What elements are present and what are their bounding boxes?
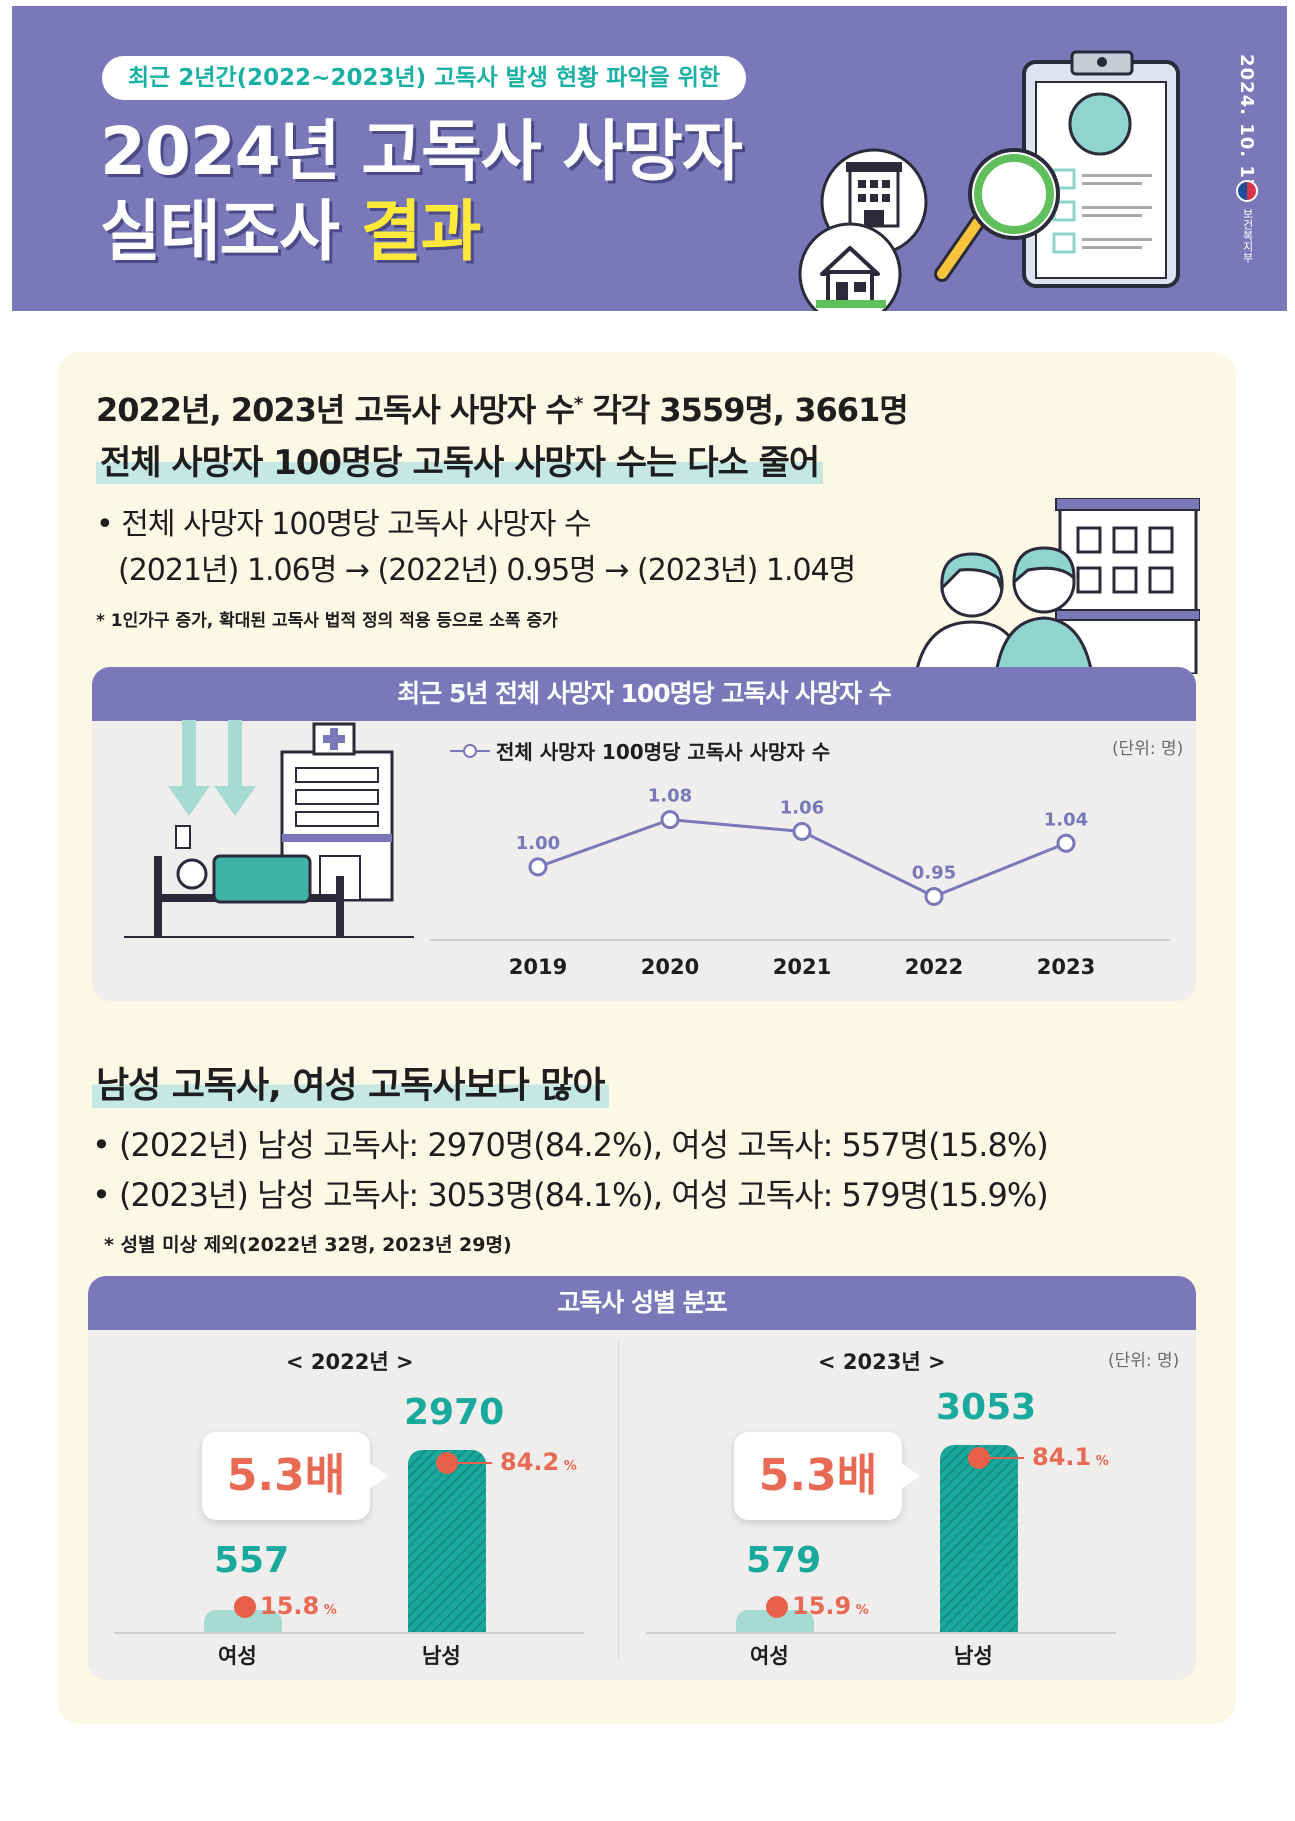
data-point [792,821,812,841]
percent-value: 84.1 [1032,1442,1092,1471]
x-tick-label: 2020 [641,955,699,979]
data-point [1056,833,1076,853]
value-label-male: 3053 [936,1386,1037,1428]
section-b-bullets: • (2022년) 남성 고독사: 2970명(84.2%), 여성 고독사: … [92,1120,1092,1220]
bar-male [408,1449,486,1632]
percent-label-male: 84.1 % [1032,1443,1109,1471]
value-label-female: 557 [214,1540,290,1581]
percent-value: 15.8 [260,1592,320,1620]
percent-unit: % [319,1603,337,1618]
percent-dot-male [436,1451,458,1474]
percent-label-male: 84.2 % [500,1448,577,1476]
x-label-female: 여성 [218,1644,257,1668]
x-tick-label: 2021 [773,955,831,979]
percent-unit: % [851,1603,869,1618]
hospital-illustration [124,720,414,938]
line-chart: 1.00 2019 1.08 2020 1.06 2021 0.95 2022 1.04 2023 [430,786,1170,979]
section-a-line1-tail: 각각 3559명, 3661명 [582,391,908,429]
header-banner: 최근 2년간(2022~2023년) 고독사 발생 현황 파악을 위한 2024… [12,6,1287,311]
percent-dot-female [766,1596,788,1618]
data-label: 1.06 [780,797,824,818]
section-overall-ratio: 2022년, 2023년 고독사 사망자 수* 각각 3559명, 3661명 … [96,385,976,631]
chart1-title: 최근 5년 전체 사망자 100명당 고독사 사망자 수 [92,667,1196,721]
section-b-headline: 남성 고독사, 여성 고독사보다 많아 [92,1056,609,1108]
percent-dot-male [968,1446,990,1469]
people-illustration [914,498,1200,674]
percent-value: 15.9 [792,1592,852,1620]
ministry-logo: 보건복지부 [1236,180,1258,263]
bullet-2022: • (2022년) 남성 고독사: 2970명(84.2%), 여성 고독사: … [92,1126,1049,1164]
house-icon [798,222,902,311]
chart2-unit: (단위: 명) [1108,1351,1180,1371]
x-tick-label: 2022 [905,955,963,979]
percent-value: 84.2 [500,1447,560,1476]
ratio-bubble: 5.3배 [734,1432,920,1520]
section-a-bullet: • 전체 사망자 100명당 고독사 사망자 수 (2021년) 1.06명 →… [96,502,976,594]
year-label: < 2023년 > [818,1350,946,1374]
hospital-bed-icon [154,825,344,938]
data-point [924,886,944,906]
data-label: 1.04 [1044,809,1088,830]
bar-female [736,1610,814,1632]
chart-baseline [114,1632,584,1634]
panel-divider [618,1340,619,1660]
value-label-female: 579 [746,1540,822,1581]
percent-label-female: 15.8 % [260,1592,337,1620]
percent-label-female: 15.9 % [792,1592,869,1620]
section-a-line1-text: 2022년, 2023년 고독사 사망자 수 [96,391,575,429]
percent-leader-line [458,1461,492,1464]
data-label: 0.95 [912,862,956,883]
value-label-male: 2970 [404,1391,505,1433]
data-point [660,810,680,830]
legend-label: 전체 사망자 100명당 고독사 사망자 수 [496,740,831,764]
section-a-line1: 2022년, 2023년 고독사 사망자 수* 각각 3559명, 3661명 [96,385,976,429]
clipboard-icon [1022,50,1180,288]
bullet-2023: • (2023년) 남성 고독사: 3053명(84.1%), 여성 고독사: … [92,1176,1049,1214]
x-label-female: 여성 [750,1644,789,1668]
bullet-label: • 전체 사망자 100명당 고독사 사망자 수 [96,507,592,542]
section-gender: 남성 고독사, 여성 고독사보다 많아 • (2022년) 남성 고독사: 29… [92,1056,1092,1257]
title-line2-plain: 실태조사 [100,193,361,270]
chart-baseline [646,1632,1116,1634]
bar-female [204,1610,282,1632]
percent-leader-line [990,1456,1024,1459]
bullet-values: (2021년) 1.06명 → (2022년) 0.95명 → (2023년) … [118,553,856,588]
year-label: < 2022년 > [286,1350,414,1374]
chart2-title: 고독사 성별 분포 [88,1276,1196,1330]
data-label: 1.00 [516,833,560,854]
x-tick-label: 2019 [509,955,567,979]
percent-unit: % [559,1458,577,1474]
percent-unit: % [1091,1453,1109,1469]
chart-box-ratio: 최근 5년 전체 사망자 100명당 고독사 사망자 수 [92,667,1196,1001]
bar-male [940,1444,1018,1632]
woman-icon [914,552,1018,674]
header-illustration [798,50,1180,311]
publication-date: 2024. 10. 17. [1236,54,1257,201]
data-point [528,857,548,877]
legend-marker-icon [450,743,490,759]
x-tick-label: 2023 [1037,955,1095,979]
ministry-name: 보건복지부 [1241,208,1254,263]
page-title: 2024년 고독사 사망자 실태조사 결과 [100,112,743,272]
chart1-legend: 전체 사망자 100명당 고독사 사망자 수 [450,736,830,765]
title-line1: 2024년 고독사 사망자 [100,113,743,190]
section-a-footnote: * 1인가구 증가, 확대된 고독사 법적 정의 적용 등으로 소폭 증가 [96,611,558,631]
x-label-male: 남성 [422,1644,461,1668]
title-line2: 실태조사 결과 [100,192,742,272]
percent-dot-female [234,1596,256,1618]
ministry-emblem-icon [1236,180,1258,202]
data-label: 1.08 [648,786,692,807]
footnote-mark: * [573,393,583,415]
chart1-unit: (단위: 명) [1112,739,1184,759]
x-label-male: 남성 [954,1644,993,1668]
arrow-down-icon [168,720,256,816]
ratio-bubble: 5.3배 [202,1432,388,1520]
section-a-headline: 전체 사망자 100명당 고독사 사망자 수는 다소 줄어 [96,435,824,484]
section-b-footnote: * 성별 미상 제외(2022년 32명, 2023년 29명) [104,1234,512,1256]
magnifier-icon [934,148,1060,282]
title-highlight: 결과 [360,193,481,270]
header-subtitle: 최근 2년간(2022~2023년) 고독사 발생 현황 파악을 위한 [102,56,747,100]
man-icon [994,546,1094,674]
